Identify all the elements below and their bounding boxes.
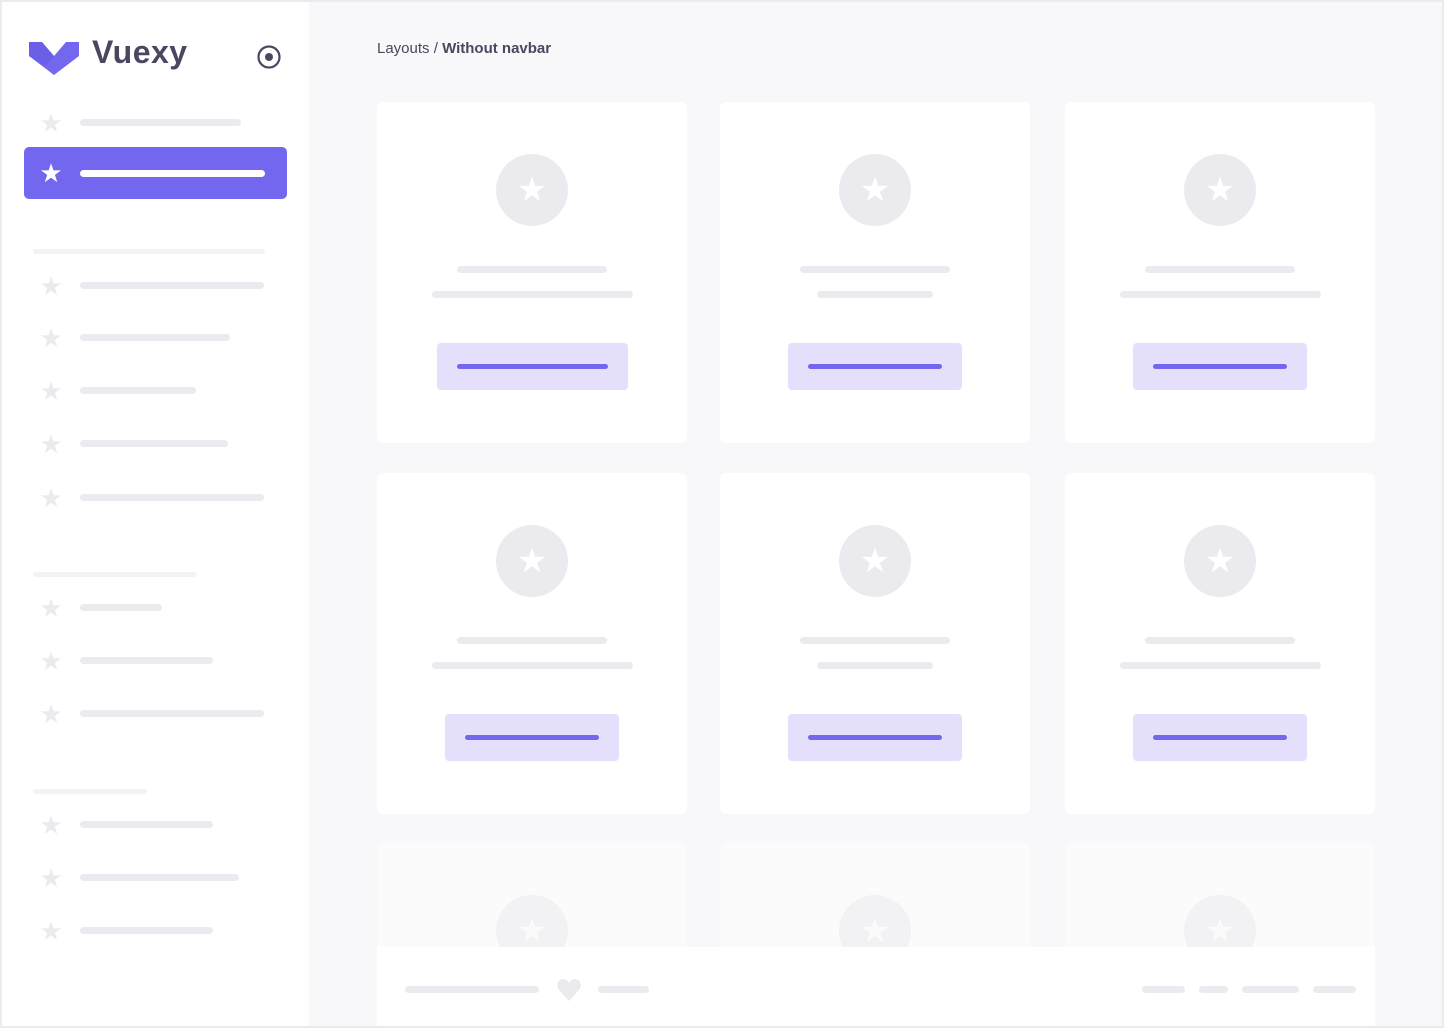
card-title-placeholder <box>457 637 607 644</box>
card-title-placeholder <box>457 266 607 273</box>
card: ★ <box>377 473 687 814</box>
footer-text-placeholder <box>405 986 539 993</box>
star-icon: ★ <box>39 376 63 406</box>
vuexy-logo <box>29 42 79 75</box>
card-button[interactable] <box>436 343 628 390</box>
sidebar-item[interactable]: ★ <box>2 810 302 840</box>
heart-icon <box>557 979 581 1001</box>
section-header-placeholder <box>33 789 147 794</box>
card-title-placeholder <box>800 637 950 644</box>
card: ★ <box>720 102 1030 443</box>
star-icon: ★ <box>39 158 63 188</box>
sidebar-item[interactable]: ★ <box>2 108 302 138</box>
sidebar-item[interactable]: ★ <box>2 271 302 301</box>
card-text-placeholder <box>817 662 933 669</box>
footer-link[interactable] <box>1142 986 1185 993</box>
star-icon: ★ <box>39 271 63 301</box>
sidebar-item-label <box>80 282 264 289</box>
card-button[interactable] <box>1133 343 1307 390</box>
sidebar-item-label <box>80 440 228 447</box>
sidebar-item[interactable]: ★ <box>2 323 302 353</box>
sidebar-item[interactable]: ★ <box>2 376 302 406</box>
card-text-placeholder <box>817 291 933 298</box>
card-button-label <box>808 735 942 740</box>
sidebar-item-label <box>80 657 213 664</box>
sidebar-item-label <box>80 927 213 934</box>
star-icon: ★ <box>39 108 63 138</box>
card-button-label <box>1153 364 1287 369</box>
sidebar-item-active[interactable]: ★ <box>24 147 287 199</box>
star-icon: ★ <box>39 593 63 623</box>
breadcrumb: Layouts / Without navbar <box>377 40 551 57</box>
card-text-placeholder <box>431 662 633 669</box>
sidebar-item[interactable]: ★ <box>2 429 302 459</box>
star-icon: ★ <box>496 525 568 597</box>
card-button[interactable] <box>788 343 962 390</box>
sidebar-item[interactable]: ★ <box>2 646 302 676</box>
card-button[interactable] <box>1133 714 1307 761</box>
breadcrumb-separator: / <box>429 40 443 57</box>
card-button[interactable] <box>788 714 962 761</box>
footer-link[interactable] <box>1242 986 1299 993</box>
card-button-label <box>1153 735 1287 740</box>
card-text-placeholder <box>1119 291 1321 298</box>
sidebar-item[interactable]: ★ <box>2 593 302 623</box>
sidebar-item[interactable]: ★ <box>2 916 302 946</box>
sidebar-item[interactable]: ★ <box>2 483 302 513</box>
sidebar-item-label <box>80 874 239 881</box>
radio-circle-icon[interactable] <box>256 44 282 70</box>
card: ★ <box>377 102 687 443</box>
card-text-placeholder <box>1119 662 1321 669</box>
card-button-label <box>465 735 599 740</box>
star-icon: ★ <box>839 154 911 226</box>
card-button[interactable] <box>445 714 619 761</box>
star-icon: ★ <box>496 154 568 226</box>
star-icon: ★ <box>1184 525 1256 597</box>
sidebar-item-label <box>80 604 162 611</box>
star-icon: ★ <box>39 646 63 676</box>
card-button-label <box>808 364 942 369</box>
card-title-placeholder <box>1145 266 1295 273</box>
section-header-placeholder <box>33 572 196 577</box>
star-icon: ★ <box>39 323 63 353</box>
sidebar-item-label <box>80 119 241 126</box>
card: ★ <box>1065 102 1375 443</box>
brand-name: Vuexy <box>92 34 188 70</box>
card-text-placeholder <box>431 291 633 298</box>
card: ★ <box>720 473 1030 814</box>
sidebar-item[interactable]: ★ <box>2 863 302 893</box>
card-title-placeholder <box>800 266 950 273</box>
star-icon: ★ <box>39 699 63 729</box>
star-icon: ★ <box>39 810 63 840</box>
footer-text-placeholder <box>598 986 649 993</box>
sidebar-item-label <box>80 387 196 394</box>
star-icon: ★ <box>839 525 911 597</box>
card: ★ <box>1065 473 1375 814</box>
footer <box>377 947 1375 1026</box>
footer-link[interactable] <box>1199 986 1228 993</box>
breadcrumb-current: Without navbar <box>442 40 552 57</box>
star-icon: ★ <box>39 863 63 893</box>
section-header-placeholder <box>33 249 265 254</box>
sidebar-item-label <box>80 710 264 717</box>
breadcrumb-parent[interactable]: Layouts <box>377 40 430 57</box>
sidebar-item-label <box>80 494 264 501</box>
star-icon: ★ <box>39 429 63 459</box>
card-button-label <box>456 364 608 369</box>
star-icon: ★ <box>39 916 63 946</box>
footer-link[interactable] <box>1313 986 1356 993</box>
card-title-placeholder <box>1145 637 1295 644</box>
star-icon: ★ <box>39 483 63 513</box>
sidebar-item-label <box>80 170 265 177</box>
sidebar: Vuexy ★ ★ ★ ★ ★ ★ ★ ★ ★ ★ ★ ★ ★ <box>2 2 309 1026</box>
sidebar-item[interactable]: ★ <box>2 699 302 729</box>
star-icon: ★ <box>1184 154 1256 226</box>
sidebar-item-label <box>80 821 213 828</box>
sidebar-item-label <box>80 334 230 341</box>
